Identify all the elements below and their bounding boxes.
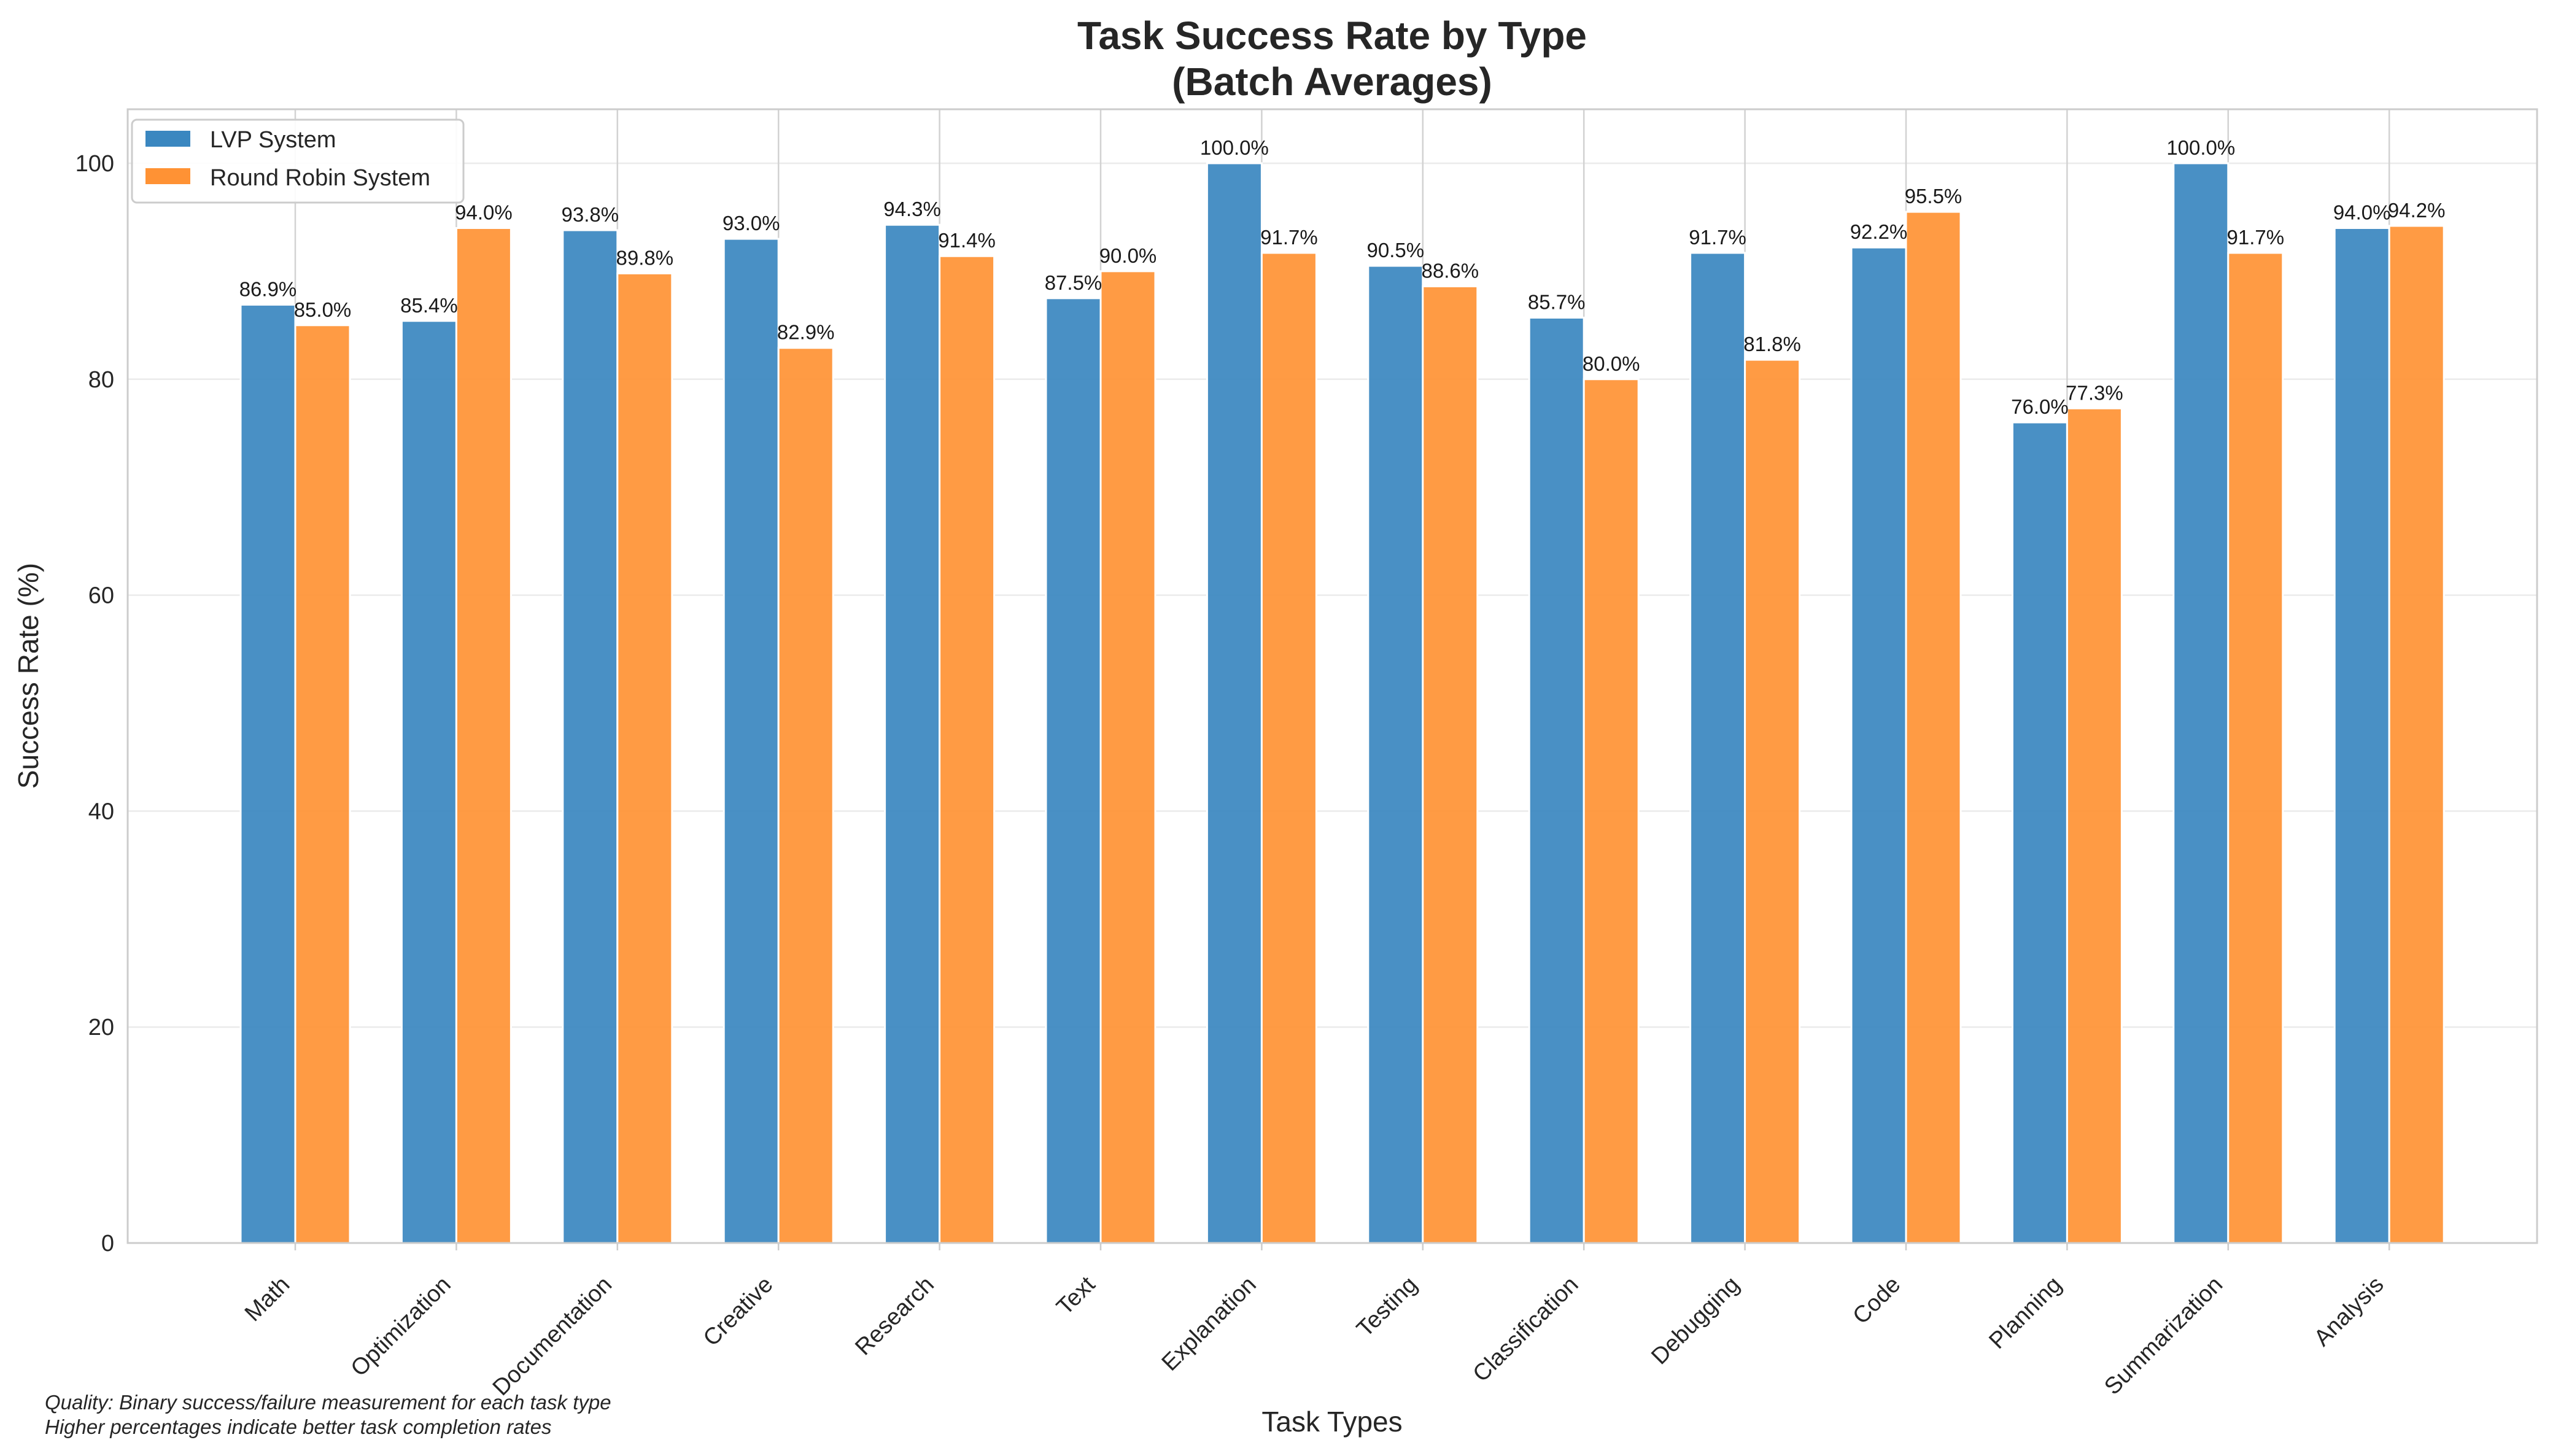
bar-value-label: 85.0% bbox=[294, 298, 352, 321]
bar-value-label: 76.0% bbox=[2011, 395, 2069, 418]
plot-frame bbox=[126, 108, 2538, 1244]
bar-lvp-research bbox=[884, 223, 941, 1244]
bar-value-label: 94.0% bbox=[2333, 201, 2391, 223]
bar-lvp-analysis bbox=[2333, 227, 2390, 1244]
y-tick-label: 80 bbox=[88, 367, 114, 393]
bar-labels: 86.9% 85.4% 93.8% 93.0% 94.3% 87.5% 100.0% 90.5… bbox=[239, 136, 2446, 418]
bar-round-robin-creative bbox=[777, 347, 834, 1244]
bar-value-label: 92.2% bbox=[1850, 220, 1908, 243]
legend-swatch-lvp bbox=[145, 131, 190, 147]
bar-value-label: 88.6% bbox=[1422, 259, 1479, 282]
bar-lvp-summarization bbox=[2172, 162, 2230, 1244]
bar-round-robin-explanation bbox=[1260, 252, 1317, 1244]
legend-swatch-round-robin bbox=[145, 168, 190, 184]
legend-label-round-robin: Round Robin System bbox=[210, 165, 430, 191]
bar-round-robin-planning bbox=[2066, 407, 2123, 1244]
bar-value-label: 94.2% bbox=[2388, 199, 2446, 222]
bar-lvp-code bbox=[1850, 246, 1907, 1244]
bar-value-label: 93.0% bbox=[723, 212, 780, 234]
bar-lvp-classification bbox=[1528, 316, 1585, 1244]
footnote-line-1: Quality: Binary success/failure measurem… bbox=[45, 1391, 611, 1414]
bar-round-robin-debugging bbox=[1744, 358, 1801, 1244]
bar-lvp-optimization bbox=[400, 320, 457, 1244]
bars bbox=[239, 162, 2445, 1244]
bar-value-label: 94.0% bbox=[455, 201, 513, 223]
bar-value-label: 91.7% bbox=[1260, 226, 1318, 249]
bar-lvp-debugging bbox=[1689, 252, 1746, 1244]
bar-value-label: 86.9% bbox=[239, 277, 297, 300]
chart-title: Task Success Rate by Type bbox=[1077, 14, 1587, 58]
bar-round-robin-analysis bbox=[2388, 225, 2445, 1244]
footnote-line-2: Higher percentages indicate better task … bbox=[45, 1415, 551, 1438]
bar-value-label: 81.8% bbox=[1743, 333, 1801, 355]
bar-value-label: 90.5% bbox=[1367, 239, 1425, 261]
bar-round-robin-code bbox=[1905, 211, 1962, 1244]
bar-lvp-math bbox=[239, 303, 296, 1244]
bar-value-label: 90.0% bbox=[1099, 244, 1157, 267]
bar-value-label: 77.3% bbox=[2066, 381, 2123, 404]
bar-value-label: 94.3% bbox=[883, 198, 941, 220]
bar-round-robin-classification bbox=[1583, 378, 1640, 1244]
bar-value-label: 85.7% bbox=[1528, 290, 1586, 313]
y-ticks: 0 20 40 60 80 100 bbox=[76, 151, 114, 1257]
bar-value-label: 95.5% bbox=[1905, 185, 1962, 207]
bar-value-label: 85.4% bbox=[400, 294, 458, 317]
y-axis-label: Success Rate (%) bbox=[12, 563, 44, 789]
bar-value-label: 93.8% bbox=[562, 203, 619, 226]
bar-round-robin-summarization bbox=[2227, 252, 2284, 1244]
bar-value-label: 100.0% bbox=[2166, 136, 2235, 159]
bar-lvp-documentation bbox=[562, 229, 619, 1244]
bar-lvp-text bbox=[1045, 297, 1102, 1244]
y-tick-label: 100 bbox=[76, 151, 114, 177]
bar-lvp-creative bbox=[723, 238, 780, 1244]
bar-lvp-planning bbox=[2011, 421, 2068, 1244]
bar-value-label: 82.9% bbox=[777, 321, 835, 344]
bar-round-robin-math bbox=[294, 324, 351, 1244]
bar-round-robin-testing bbox=[1422, 285, 1479, 1244]
y-tick-label: 60 bbox=[88, 583, 114, 609]
bar-round-robin-research bbox=[939, 255, 996, 1244]
bar-round-robin-optimization bbox=[455, 227, 512, 1244]
bar-value-label: 80.0% bbox=[1583, 352, 1640, 375]
bar-round-robin-documentation bbox=[616, 272, 673, 1244]
legend-label-lvp: LVP System bbox=[210, 127, 336, 153]
bar-value-label: 91.4% bbox=[938, 229, 996, 252]
y-tick-label: 0 bbox=[101, 1231, 114, 1257]
bar-value-label: 100.0% bbox=[1200, 136, 1269, 159]
x-axis-label: Task Types bbox=[1261, 1406, 1402, 1438]
legend-frame bbox=[131, 118, 465, 204]
bar-value-label: 87.5% bbox=[1045, 271, 1102, 294]
bar-lvp-explanation bbox=[1206, 162, 1263, 1244]
chart-subtitle: (Batch Averages) bbox=[1172, 60, 1492, 104]
bar-lvp-testing bbox=[1367, 265, 1424, 1244]
bar-value-label: 91.7% bbox=[2227, 226, 2285, 249]
legend: LVP System Round Robin System bbox=[131, 118, 465, 204]
bar-round-robin-text bbox=[1099, 270, 1157, 1244]
bar-value-label: 91.7% bbox=[1689, 226, 1746, 249]
y-tick-label: 40 bbox=[88, 799, 114, 824]
bar-value-label: 89.8% bbox=[616, 246, 674, 269]
y-tick-label: 20 bbox=[88, 1015, 114, 1040]
